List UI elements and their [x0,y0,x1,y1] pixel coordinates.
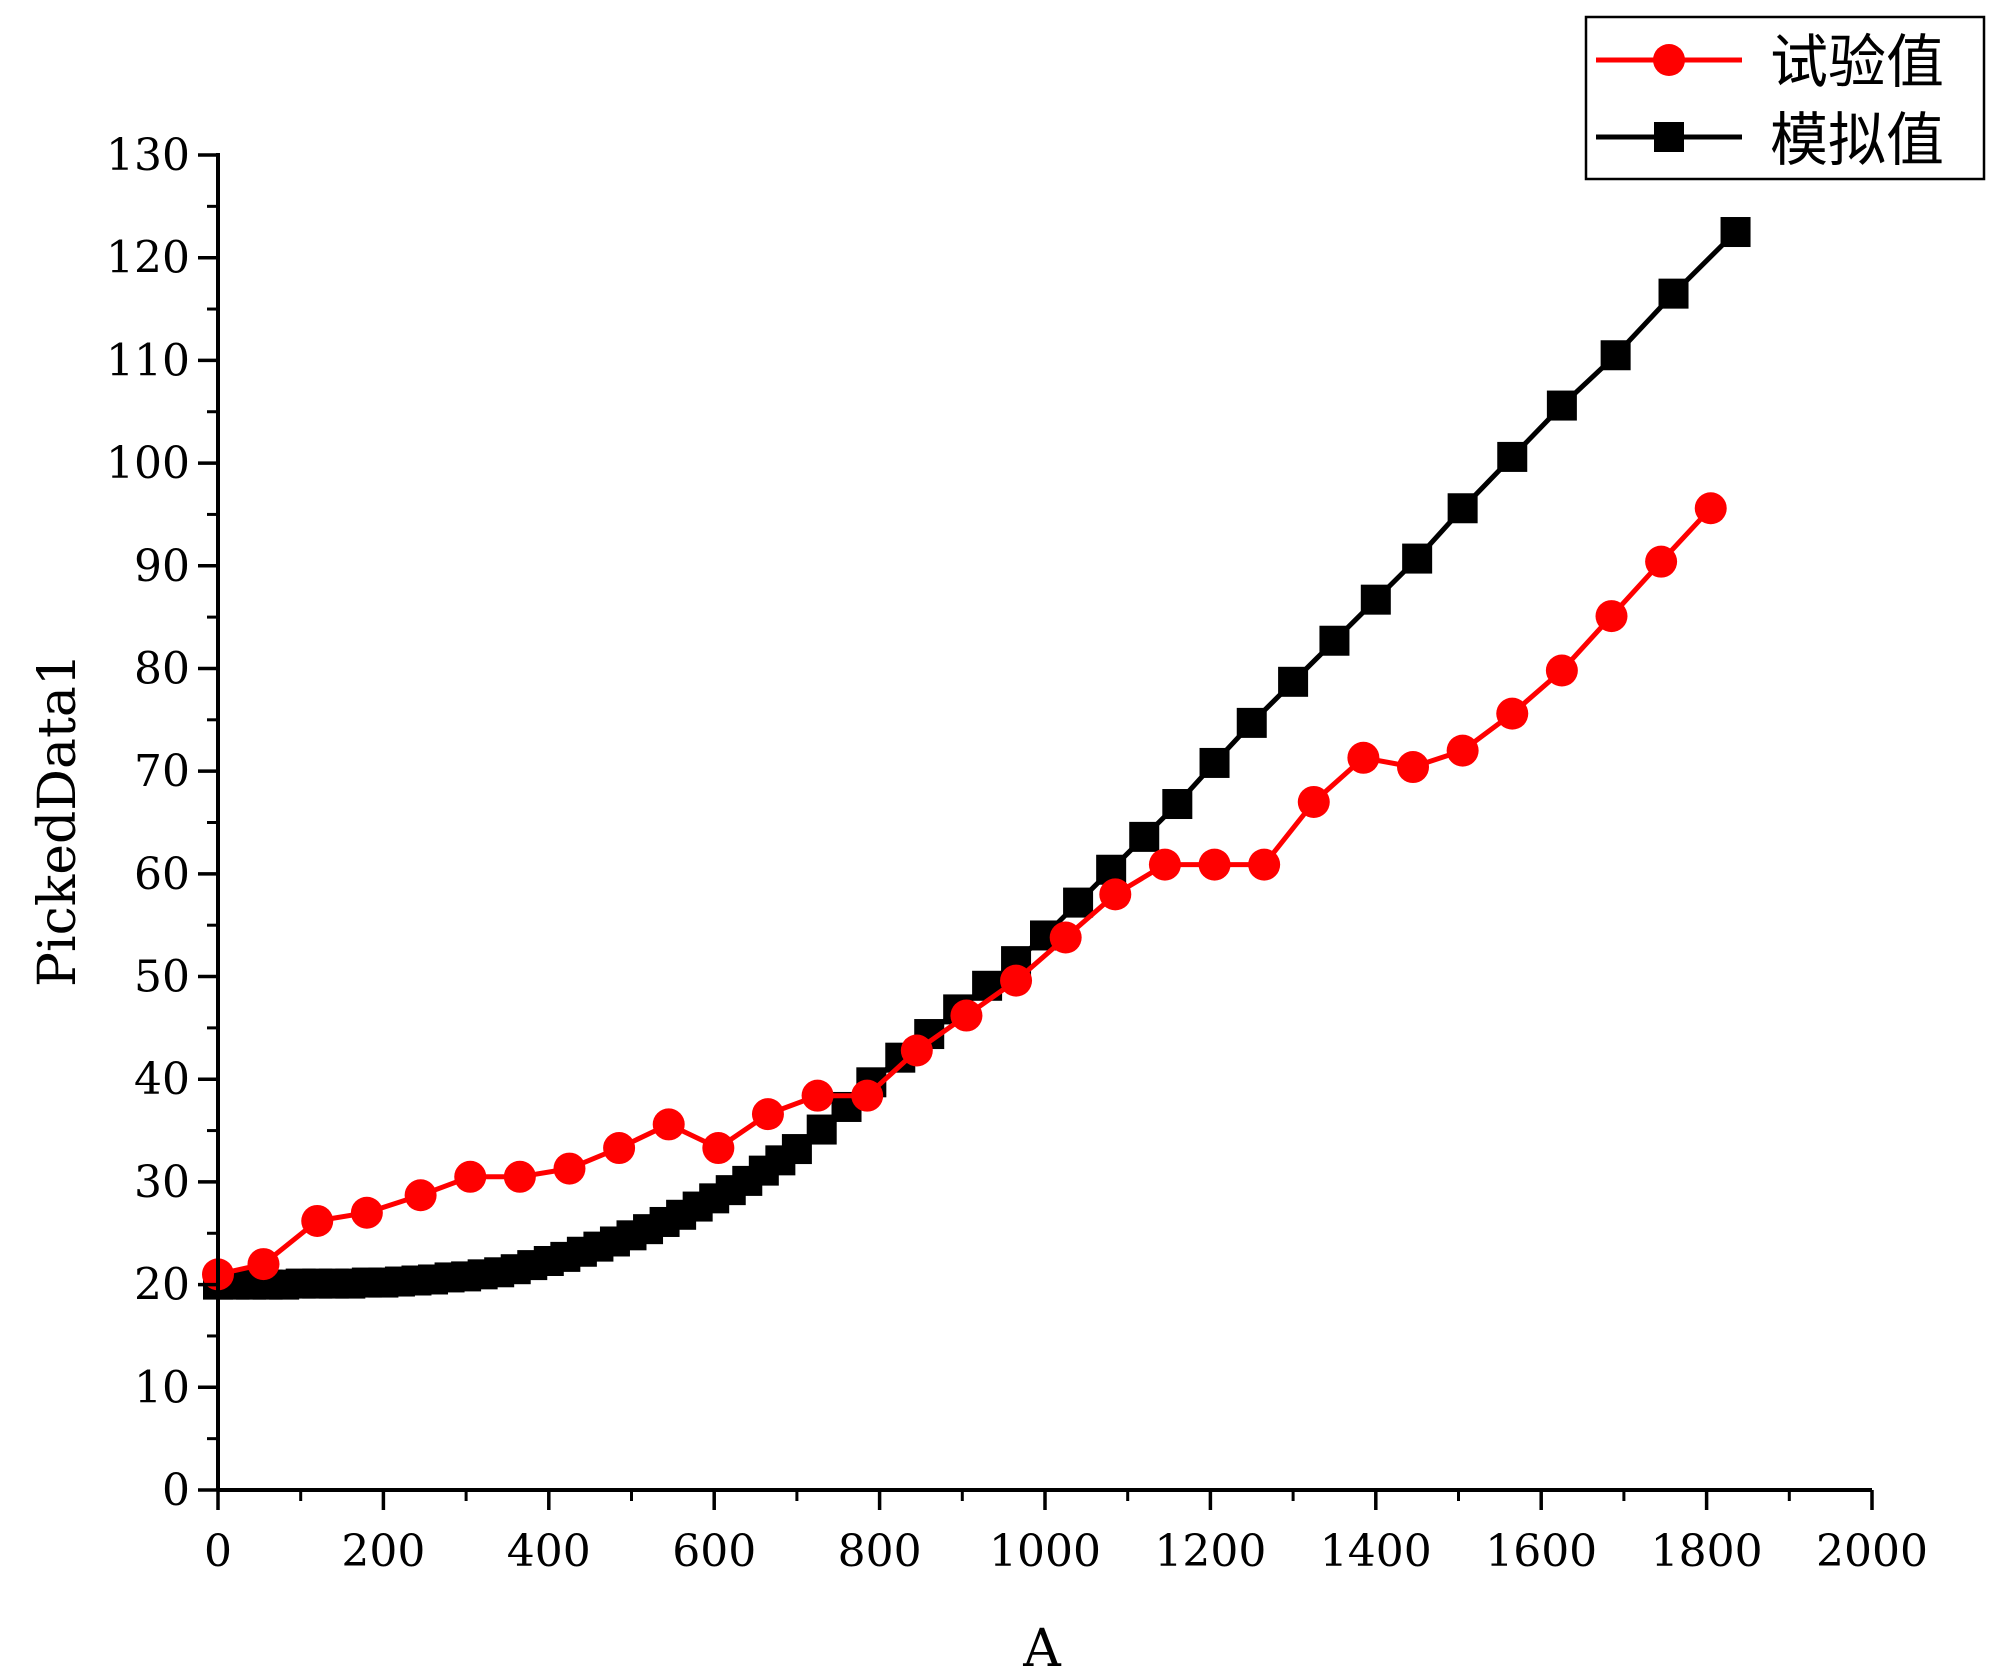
data-point-series-1 [900,1034,933,1067]
data-point-series-1 [1248,848,1281,881]
x-tick-label: 1600 [1485,1526,1597,1577]
y-tick-label: 110 [106,335,190,386]
plot-area [202,217,1751,1300]
data-point-series-2 [1063,887,1094,918]
legend-marker-series-1 [1653,44,1685,76]
y-tick-label: 0 [162,1465,190,1516]
data-point-series-1 [301,1204,334,1237]
x-tick-label: 2000 [1816,1526,1928,1577]
data-point-series-1 [1595,600,1628,633]
data-point-series-1 [247,1248,280,1281]
data-point-series-1 [950,999,983,1032]
data-point-series-1 [702,1132,735,1165]
x-tick-label: 0 [204,1526,232,1577]
x-tick-label: 200 [341,1526,425,1577]
x-tick-label: 400 [507,1526,591,1577]
x-tick-label: 800 [838,1526,922,1577]
data-point-series-1 [1000,964,1033,997]
data-point-series-1 [751,1098,784,1131]
axes: 0 200 400 600 800 1000 1200 1400 1600 1800 2000 0 10… [106,130,1928,1577]
data-point-series-1 [1694,492,1727,525]
y-tick-label: 130 [106,130,190,181]
data-point-series-1 [503,1160,536,1193]
y-tick-label: 40 [134,1054,190,1105]
data-point-series-1 [1496,697,1529,730]
legend-box [1584,15,1986,181]
data-point-series-2 [1162,789,1193,820]
y-axis-title: PickedData1 [28,653,88,987]
data-point-series-1 [1347,741,1380,774]
data-point-series-1 [1198,848,1231,881]
y-tick-label: 90 [134,541,190,592]
x-tick-label: 1400 [1320,1526,1432,1577]
data-point-series-2 [1319,625,1350,656]
data-point-series-2 [1129,821,1160,852]
y-tick-label: 50 [134,952,190,1003]
data-point-series-1 [652,1108,685,1141]
legend-label-series-1: 试验值 [1770,28,1944,96]
data-point-series-2 [1360,584,1391,615]
data-point-series-1 [553,1152,586,1185]
x-tick-label: 1000 [989,1526,1101,1577]
data-point-series-2 [1236,707,1267,738]
x-tick-label: 1200 [1154,1526,1266,1577]
data-point-series-1 [1297,785,1330,818]
data-point-series-1 [404,1179,437,1212]
data-point-series-2 [1402,543,1433,574]
y-tick-label: 10 [134,1362,190,1413]
x-tick-label: 600 [672,1526,756,1577]
x-axis-title: A [1022,1619,1062,1679]
data-point-series-2 [1447,493,1478,524]
x-tick-label: 1800 [1651,1526,1763,1577]
series-1 [202,492,1727,1291]
data-point-series-1 [603,1132,636,1165]
legend-label-series-2: 模拟值 [1770,106,1944,174]
data-point-series-1 [1049,921,1082,954]
data-point-series-2 [1600,340,1631,371]
data-point-series-2 [1497,441,1528,472]
data-point-series-1 [801,1079,834,1112]
data-point-series-2 [1546,390,1577,421]
y-tick-label: 120 [106,233,190,284]
data-point-series-2 [1278,666,1309,697]
y-tick-label: 60 [134,849,190,900]
data-point-series-2 [1720,217,1751,248]
data-point-series-1 [1099,878,1132,911]
legend-marker-series-2 [1654,122,1684,152]
y-tick-label: 80 [134,643,190,694]
legend: 试验值 模拟值 [1584,15,1986,181]
data-point-series-2 [1658,278,1689,309]
series-line-1 [217,506,1713,1277]
data-point-series-1 [1148,848,1181,881]
data-point-series-1 [1446,734,1479,767]
data-point-series-2 [1199,747,1230,778]
series-line-2 [218,230,1738,1288]
data-point-series-1 [350,1196,383,1229]
y-tick-label: 30 [134,1157,190,1208]
data-point-series-1 [1545,654,1578,687]
y-tick-label: 70 [134,746,190,797]
data-point-series-1 [1645,545,1678,578]
data-point-series-1 [851,1079,884,1112]
data-point-series-1 [1397,751,1430,784]
y-tick-label: 100 [106,438,190,489]
y-tick-label: 20 [134,1260,190,1311]
series-2 [203,217,1751,1300]
data-point-series-1 [454,1160,487,1193]
